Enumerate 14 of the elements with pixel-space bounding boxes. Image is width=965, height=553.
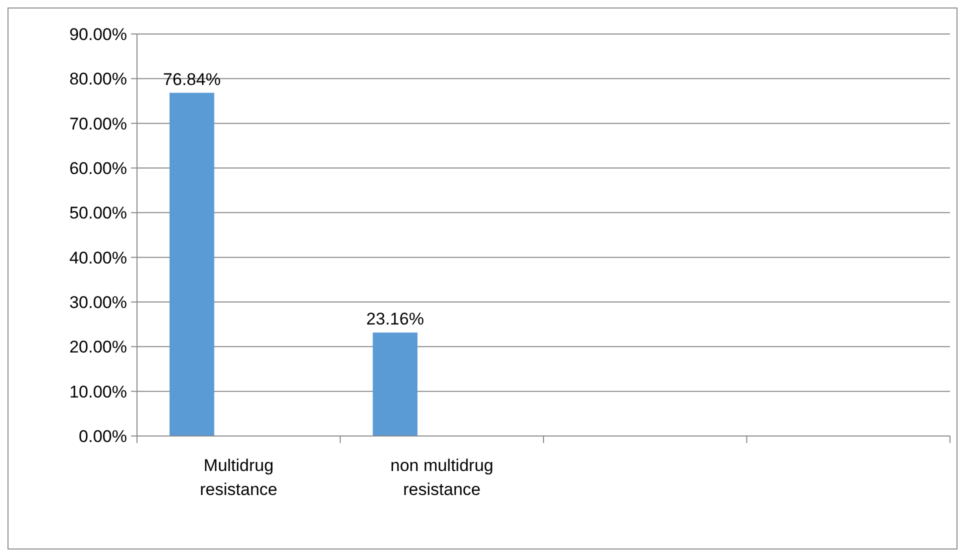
data-label: 23.16% [366,310,424,329]
x-tick-label: Multidrug resistance [200,456,278,499]
x-tick-label: non multidrug resistance [390,456,494,499]
y-tick-label: 90.00% [69,24,127,44]
y-tick-label: 80.00% [69,70,127,89]
y-tick-label: 70.00% [69,114,127,134]
y-tick-label: 40.00% [69,248,127,268]
y-tick-label: 10.00% [69,382,127,402]
data-label: 76.84% [163,70,221,89]
y-tick-label: 30.00% [69,292,127,312]
y-tick-label: 60.00% [69,158,127,178]
y-tick-label: 0.00% [78,426,127,446]
y-tick-label: 50.00% [69,204,127,223]
y-tick-label: 20.00% [69,338,127,357]
